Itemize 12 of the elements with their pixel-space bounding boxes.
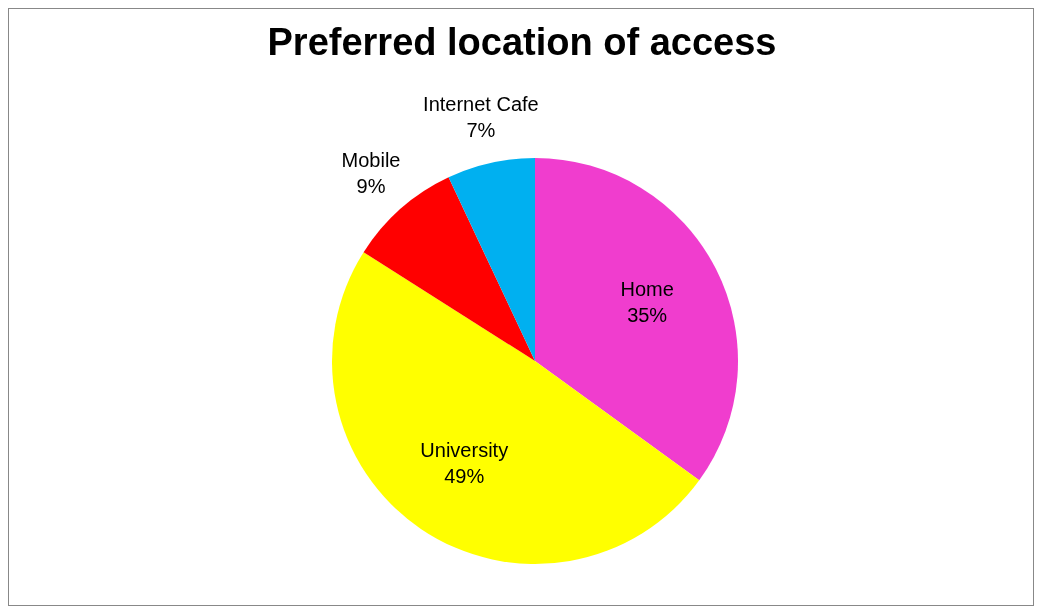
pie-slice (448, 158, 535, 361)
slice-label: University (420, 439, 509, 462)
chart-title: Preferred location of access (266, 21, 778, 64)
slice-label: Home (620, 277, 674, 300)
data-label: 7% (466, 118, 496, 141)
slice-label: Internet Cafe (423, 92, 539, 115)
slice-label: Mobile (341, 148, 401, 171)
data-label: 49% (444, 465, 485, 488)
data-label: 35% (627, 303, 668, 326)
pie-slice (332, 252, 700, 564)
pie-slice (535, 158, 738, 481)
data-label: 9% (356, 174, 386, 197)
